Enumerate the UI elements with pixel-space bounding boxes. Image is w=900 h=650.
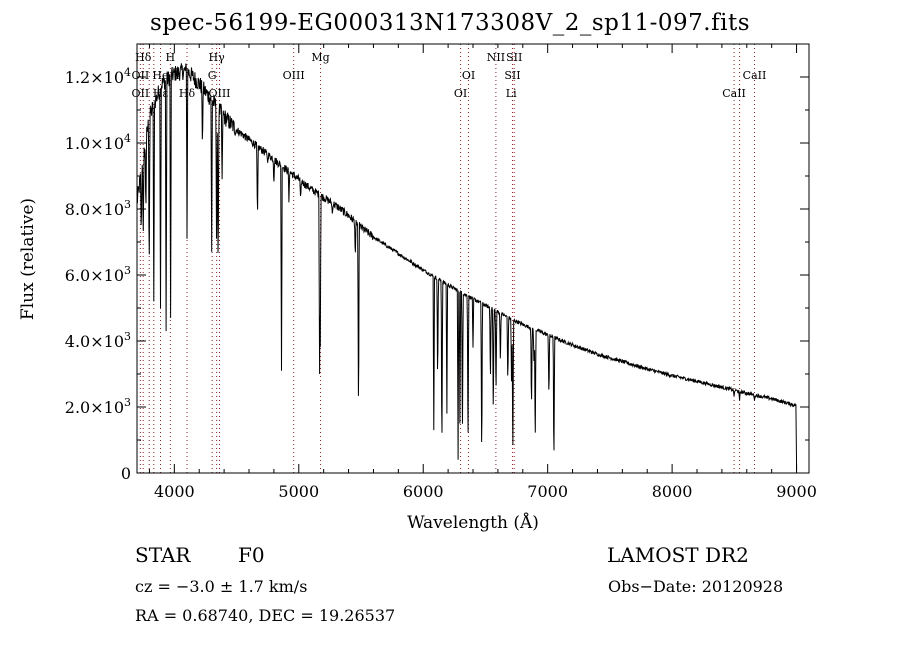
y-tick-label: 4.0×103 (65, 330, 131, 351)
line-marker-label: Mg (311, 51, 329, 64)
x-tick-label: 7000 (527, 482, 568, 501)
y-tick-label: 8.0×103 (65, 198, 131, 219)
x-axis-label: Wavelength (Å) (407, 512, 539, 533)
survey-name: LAMOST DR2 (607, 543, 749, 567)
observation-date: Obs−Date: 20120928 (608, 577, 784, 596)
line-marker-label: Hγ (209, 51, 226, 64)
line-marker-label: OII (132, 69, 150, 82)
chart-title: spec-56199-EG000313N173308V_2_sp11-097.f… (149, 10, 751, 36)
redshift-cz: cz = −3.0 ± 1.7 km/s (135, 577, 308, 596)
plot-frame (136, 43, 810, 474)
line-marker-label: NII (487, 51, 505, 64)
axes-layer: 4000 5000 6000 7000 8000 9000 0 2.0×103 4.0×103 6… (65, 44, 817, 501)
line-marker-label: H (166, 51, 176, 64)
line-marker-label: SII (504, 69, 520, 82)
y-axis-label: Flux (relative) (18, 198, 38, 320)
line-marker-label: OI (454, 87, 467, 100)
y-tick-label: 2.0×103 (65, 396, 131, 417)
x-tick-label: 6000 (403, 482, 444, 501)
line-marker-label: He (152, 69, 168, 82)
y-tick-label: 1.0×104 (65, 132, 131, 153)
x-tick-label: 4000 (154, 482, 195, 501)
y-tick-label: 0 (121, 464, 131, 483)
flux-spectrum-line (136, 63, 798, 471)
x-tick-label: 5000 (278, 482, 319, 501)
y-tick-label: 1.2×104 (65, 66, 131, 87)
x-tick-label: 8000 (652, 482, 693, 501)
line-marker-label: Hδ (135, 51, 152, 64)
line-marker-label: OIII (208, 87, 230, 100)
object-class: STAR (135, 543, 191, 567)
line-marker-label: CaII (722, 87, 746, 100)
line-marker-label: CaII (743, 69, 767, 82)
line-marker-label: OIII (283, 69, 305, 82)
y-tick-label: 6.0×103 (65, 264, 131, 285)
line-marker-label: OI (462, 69, 475, 82)
line-marker-label: G (208, 69, 217, 82)
x-tick-label: 9000 (776, 482, 817, 501)
line-marker-label: Li (506, 87, 517, 100)
line-marker-label: SII (506, 51, 522, 64)
object-subclass: F0 (238, 543, 265, 567)
flux-series-layer (136, 63, 798, 471)
line-marker-label: OII (132, 87, 150, 100)
ra-dec-coordinates: RA = 0.68740, DEC = 19.26537 (135, 606, 396, 625)
